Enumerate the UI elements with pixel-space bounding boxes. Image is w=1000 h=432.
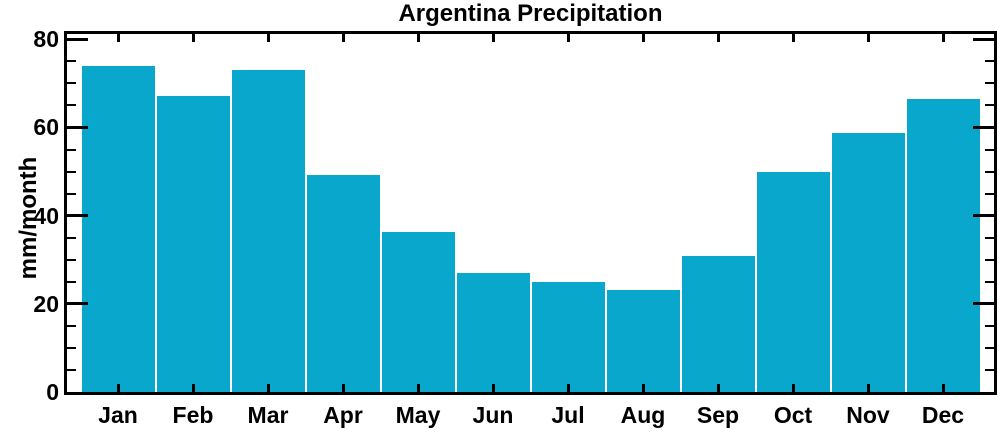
y-axis-tick-right	[985, 236, 994, 239]
x-axis-tick-top	[791, 34, 795, 42]
x-axis-tick-bottom	[266, 384, 270, 392]
x-axis-tick-top	[716, 34, 720, 42]
y-tick-label: 80	[33, 26, 59, 53]
x-axis-tick-top	[491, 34, 495, 42]
y-axis-tick-left	[67, 280, 76, 283]
y-axis-tick-right	[985, 104, 994, 107]
y-tick-label: 40	[33, 202, 59, 229]
y-axis-tick-right	[985, 170, 994, 173]
y-axis-tick-left	[67, 258, 76, 261]
x-tick-label: Jan	[98, 402, 138, 428]
x-tick-label: May	[395, 402, 441, 428]
x-tick-label: Dec	[921, 402, 965, 428]
bar-jan	[81, 65, 155, 392]
y-axis-tick-right	[985, 192, 994, 195]
y-axis-tick-left	[67, 214, 88, 218]
y-axis-tick-left	[67, 60, 76, 63]
y-axis-tick-right	[973, 37, 994, 41]
x-tick-label: Oct	[773, 402, 813, 428]
bars-layer	[67, 34, 994, 392]
y-axis-tick-left	[67, 324, 76, 327]
x-axis-tick-top	[641, 34, 645, 42]
x-axis-tick-top	[416, 34, 420, 42]
y-axis-tick-left	[67, 125, 88, 129]
y-axis-tick-right	[985, 368, 994, 371]
x-tick-label: Apr	[323, 402, 363, 428]
x-tick-label: Mar	[247, 402, 289, 428]
x-tick-label: Jul	[551, 402, 585, 428]
y-axis-tick-left	[67, 148, 76, 151]
y-axis-tick-right	[985, 258, 994, 261]
bar-aug	[606, 290, 680, 392]
x-axis-tick-top	[191, 34, 195, 42]
bar-sep	[681, 256, 755, 392]
y-axis-tick-right	[985, 148, 994, 151]
x-axis-tick-bottom	[491, 384, 495, 392]
bar-may	[381, 232, 455, 392]
y-axis-tick-left	[67, 346, 76, 349]
y-axis-tick-right	[973, 125, 994, 129]
x-tick-label: Sep	[696, 402, 740, 428]
y-axis-tick-left	[67, 104, 76, 107]
y-axis-tick-right	[985, 324, 994, 327]
bar-jul	[531, 281, 605, 392]
y-axis-tick-left	[67, 302, 88, 306]
x-axis-tick-top	[266, 34, 270, 42]
x-axis-tick-top	[566, 34, 570, 42]
x-axis-tick-top	[116, 34, 120, 42]
x-tick-label: Nov	[846, 402, 890, 428]
x-axis-tick-top	[341, 34, 345, 42]
x-tick-label: Aug	[620, 402, 666, 428]
x-axis-tick-bottom	[866, 384, 870, 392]
plot-area	[64, 31, 997, 395]
y-axis-tick-left	[67, 82, 76, 85]
y-axis-tick-right	[985, 82, 994, 85]
y-axis-tick-right	[985, 60, 994, 63]
x-axis-tick-bottom	[641, 384, 645, 392]
y-axis-tick-left	[67, 368, 76, 371]
y-axis-tick-left	[67, 170, 76, 173]
y-axis-tick-right	[985, 346, 994, 349]
x-axis-tick-top	[941, 34, 945, 42]
y-axis-tick-left	[67, 37, 88, 41]
x-tick-label: Jun	[472, 402, 514, 428]
bar-dec	[906, 99, 980, 392]
y-tick-label: 20	[33, 290, 59, 317]
x-axis-tick-bottom	[941, 384, 945, 392]
bar-oct	[756, 172, 830, 392]
bar-jun	[456, 272, 530, 392]
y-tick-label: 0	[46, 379, 59, 405]
x-axis-tick-bottom	[416, 384, 420, 392]
x-tick-label: Feb	[172, 402, 214, 428]
y-axis-tick-left	[67, 192, 76, 195]
x-axis-tick-bottom	[191, 384, 195, 392]
x-axis-tick-bottom	[716, 384, 720, 392]
chart-title: Argentina Precipitation	[398, 0, 663, 27]
y-axis-tick-right	[973, 214, 994, 218]
y-tick-label: 60	[33, 114, 59, 141]
x-axis-tick-top	[866, 34, 870, 42]
bar-nov	[831, 133, 905, 392]
x-axis-tick-bottom	[341, 384, 345, 392]
y-axis-tick-right	[985, 280, 994, 283]
y-axis-tick-right	[973, 302, 994, 306]
x-axis-tick-bottom	[566, 384, 570, 392]
x-axis-tick-bottom	[791, 384, 795, 392]
bar-mar	[231, 70, 305, 392]
bar-feb	[156, 95, 230, 392]
ticks-layer	[67, 34, 994, 392]
y-axis-tick-left	[67, 236, 76, 239]
bar-apr	[306, 175, 380, 392]
x-axis-tick-bottom	[116, 384, 120, 392]
